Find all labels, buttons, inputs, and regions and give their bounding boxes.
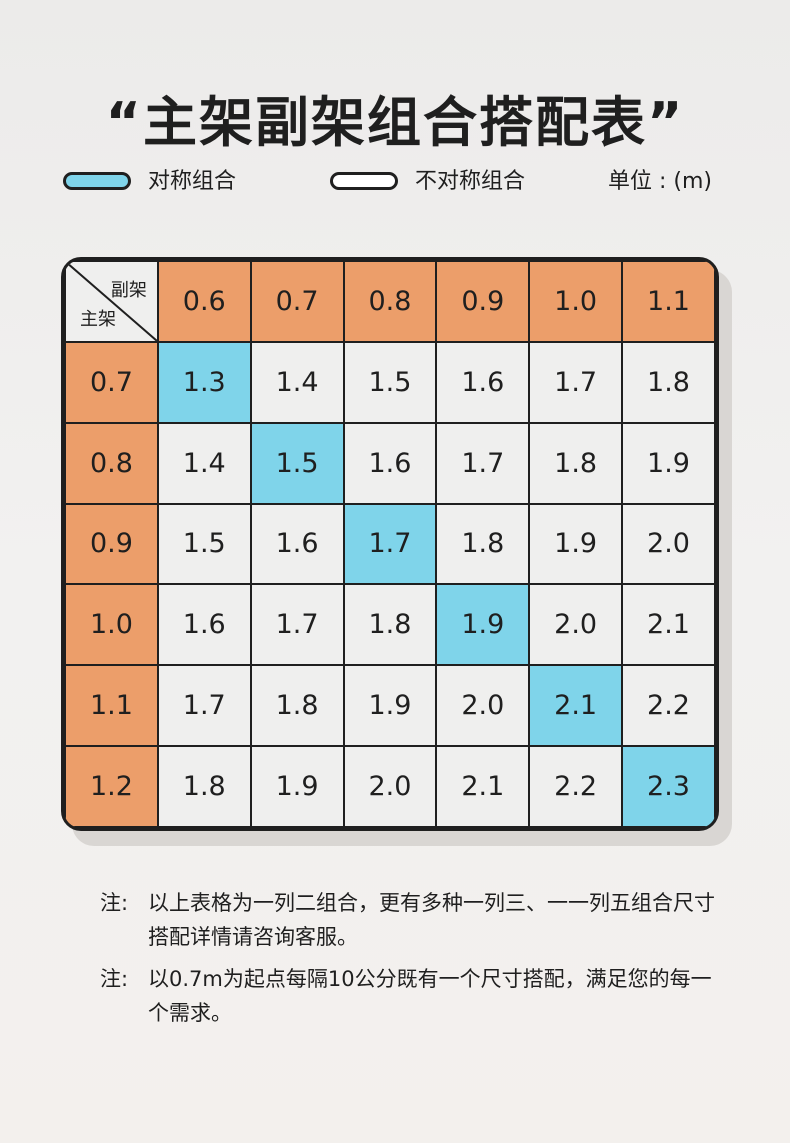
symmetric-cell: 2.3 — [621, 745, 716, 828]
symmetric-cell: 1.7 — [342, 502, 438, 586]
symmetric-label: 对称组合 — [148, 169, 237, 194]
note-text: 以上表格为一列二组合，更有多种一列三、一一列五组合尺寸搭配详情请咨询客服。 — [148, 891, 715, 949]
table-cell: 1.6 — [156, 583, 252, 667]
notes: 注: 以上表格为一列二组合，更有多种一列三、一一列五组合尺寸搭配详情请咨询客服。… — [100, 886, 720, 1038]
table-cell: 1.7 — [249, 583, 345, 667]
row-header: 1.1 — [64, 664, 159, 748]
note-prefix: 注: — [100, 891, 129, 915]
row-header: 0.9 — [64, 502, 159, 586]
symmetric-cell: 1.9 — [435, 583, 531, 667]
row-header: 0.7 — [64, 340, 159, 424]
col-header: 1.1 — [621, 260, 716, 343]
note-1: 注: 以上表格为一列二组合，更有多种一列三、一一列五组合尺寸搭配详情请咨询客服。 — [100, 886, 720, 954]
col-header: 1.0 — [528, 260, 624, 343]
corner-diagonal — [66, 262, 157, 341]
unit-label: 单位 : (m) — [608, 169, 712, 194]
symmetric-cell: 1.3 — [156, 340, 252, 424]
note-prefix: 注: — [100, 967, 129, 991]
corner-sub-label: 副架 — [110, 280, 147, 301]
table-cell: 1.9 — [342, 664, 438, 748]
table-cell: 1.5 — [156, 502, 252, 586]
col-header: 0.9 — [435, 260, 531, 343]
table-row: 0.7 1.3 1.4 1.5 1.6 1.7 1.8 — [64, 340, 716, 424]
table-cell: 1.9 — [528, 502, 624, 586]
table-cell: 1.8 — [621, 340, 716, 424]
table-cell: 1.5 — [342, 340, 438, 424]
table-cell: 2.2 — [528, 745, 624, 828]
table-row: 0.8 1.4 1.5 1.6 1.7 1.8 1.9 — [64, 421, 716, 505]
page-title: “主架副架组合搭配表” — [105, 91, 685, 154]
table-row: 0.9 1.5 1.6 1.7 1.8 1.9 2.0 — [64, 502, 716, 586]
asymmetric-swatch — [330, 172, 398, 190]
combination-table: 副架 主架 0.6 0.7 0.8 0.9 1.0 1.1 0.7 1.3 1.4 1.5 1.6… — [61, 257, 719, 831]
col-header: 0.6 — [156, 260, 252, 343]
asymmetric-label: 不对称组合 — [415, 169, 526, 194]
table-cell: 1.9 — [249, 745, 345, 828]
table-cell: 1.6 — [342, 421, 438, 505]
table-cell: 1.8 — [435, 502, 531, 586]
table-cell: 1.7 — [156, 664, 252, 748]
table-cell: 2.0 — [528, 583, 624, 667]
combination-grid: 副架 主架 0.6 0.7 0.8 0.9 1.0 1.1 0.7 1.3 1.4 1.5 1.6… — [64, 260, 716, 828]
table-cell: 2.1 — [621, 583, 716, 667]
col-header: 0.8 — [342, 260, 438, 343]
row-header: 1.0 — [64, 583, 159, 667]
table-cell: 2.2 — [621, 664, 716, 748]
table-cell: 1.8 — [342, 583, 438, 667]
table-cell: 1.7 — [435, 421, 531, 505]
symmetric-cell: 1.5 — [249, 421, 345, 505]
table-cell: 1.9 — [621, 421, 716, 505]
table-cell: 2.0 — [435, 664, 531, 748]
table-cell: 1.6 — [249, 502, 345, 586]
table-cell: 1.8 — [249, 664, 345, 748]
table-cell: 1.4 — [249, 340, 345, 424]
corner-cell: 副架 主架 — [64, 260, 159, 343]
table-cell: 2.1 — [435, 745, 531, 828]
symmetric-cell: 2.1 — [528, 664, 624, 748]
note-text: 以0.7m为起点每隔10公分既有一个尺寸搭配，满足您的每一个需求。 — [148, 967, 712, 1025]
symmetric-swatch — [63, 172, 131, 190]
table-row: 1.2 1.8 1.9 2.0 2.1 2.2 2.3 — [64, 745, 716, 828]
table-cell: 1.8 — [528, 421, 624, 505]
note-2: 注: 以0.7m为起点每隔10公分既有一个尺寸搭配，满足您的每一个需求。 — [100, 962, 720, 1030]
table-cell: 2.0 — [342, 745, 438, 828]
row-header: 0.8 — [64, 421, 159, 505]
table-cell: 1.7 — [528, 340, 624, 424]
table-cell: 1.4 — [156, 421, 252, 505]
table-cell: 1.8 — [156, 745, 252, 828]
header-row: 副架 主架 0.6 0.7 0.8 0.9 1.0 1.1 — [64, 260, 716, 343]
table-row: 1.0 1.6 1.7 1.8 1.9 2.0 2.1 — [64, 583, 716, 667]
col-header: 0.7 — [249, 260, 345, 343]
corner-main-label: 主架 — [80, 308, 116, 330]
legend: 对称组合 不对称组合 单位 : (m) — [0, 166, 790, 200]
table-cell: 2.0 — [621, 502, 716, 586]
table-row: 1.1 1.7 1.8 1.9 2.0 2.1 2.2 — [64, 664, 716, 748]
row-header: 1.2 — [64, 745, 159, 828]
table-cell: 1.6 — [435, 340, 531, 424]
